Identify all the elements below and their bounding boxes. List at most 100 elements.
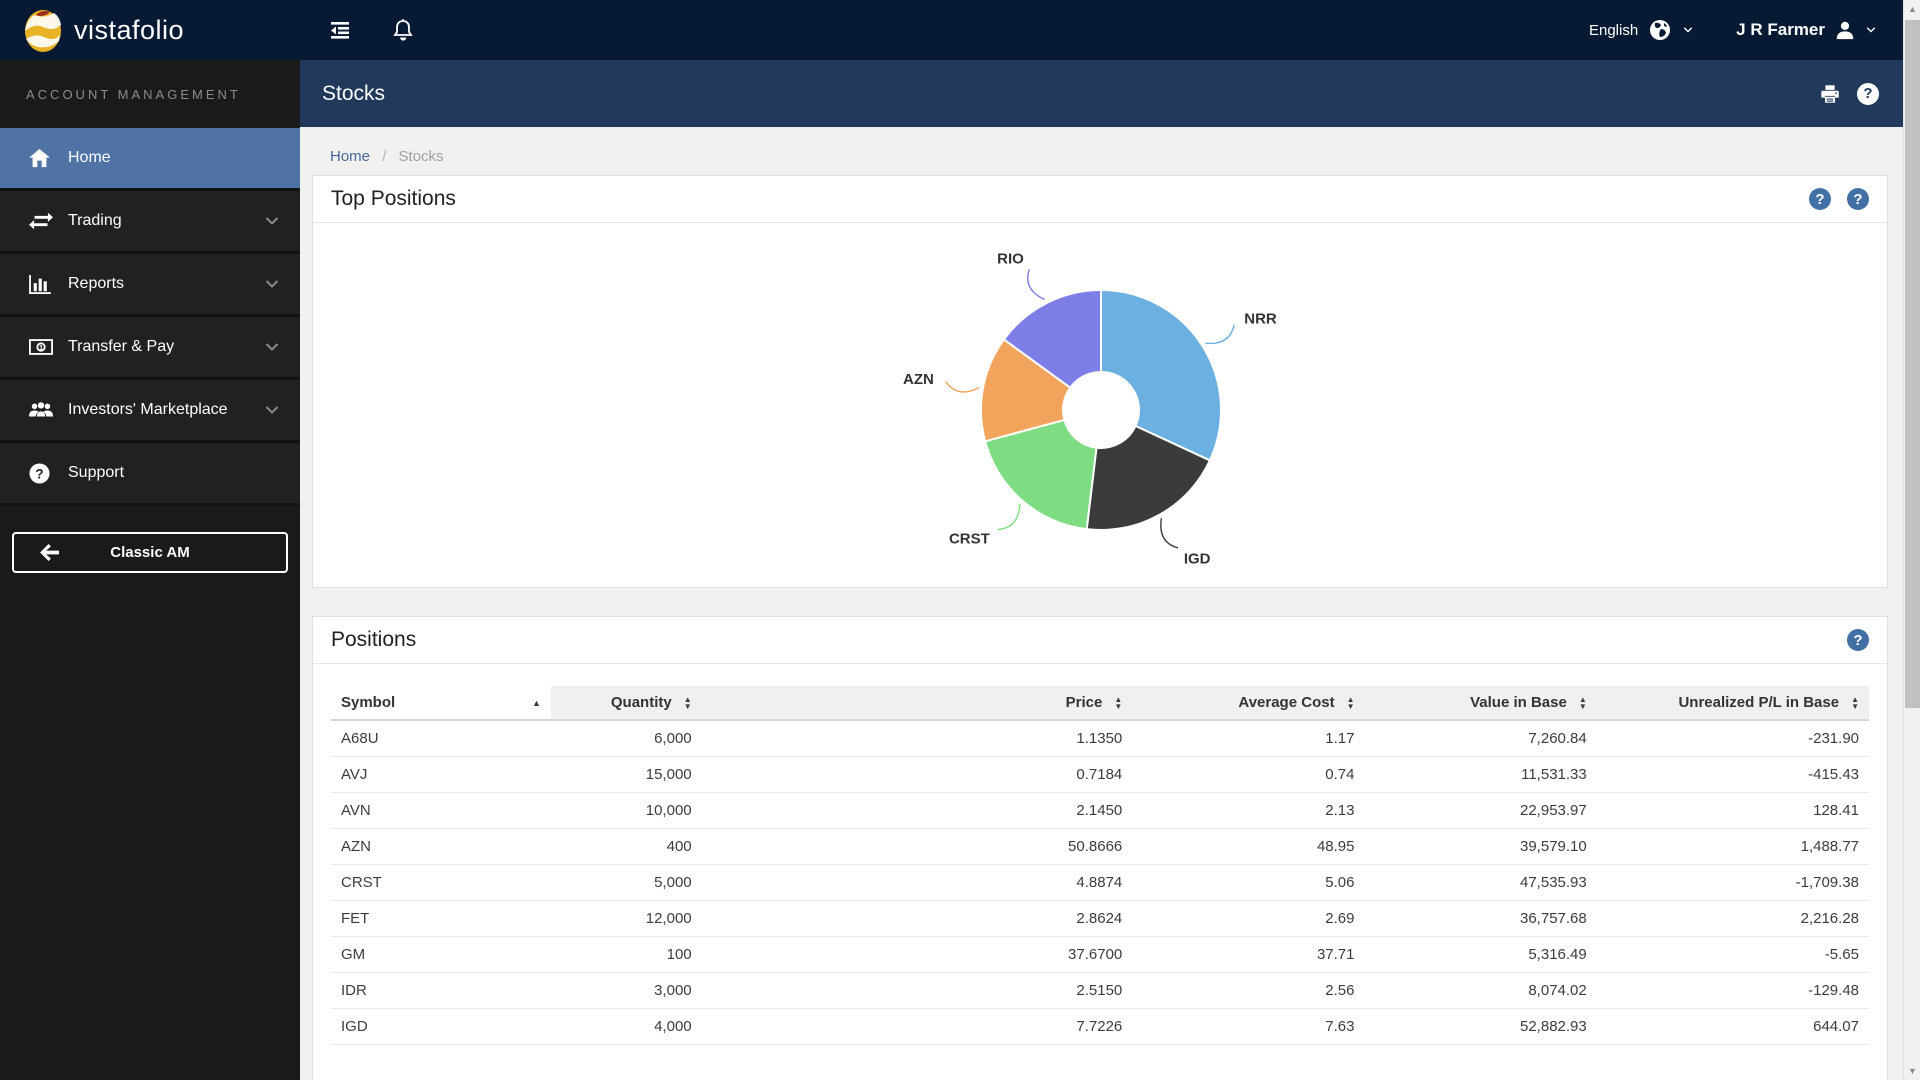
donut-label-CRST: CRST (949, 531, 990, 548)
vistafolio-logo-icon (22, 7, 64, 53)
page-help-icon[interactable]: ? (1857, 83, 1879, 105)
column-header-price[interactable]: Price ▲▼ (702, 686, 1133, 720)
value-cell: 6,000 (551, 720, 702, 756)
svg-text:?: ? (35, 466, 43, 481)
value-cell: 37.71 (1132, 936, 1364, 972)
table-row[interactable]: A68U6,0001.13501.177,260.84-231.90 (331, 720, 1869, 756)
user-name: J R Farmer (1736, 20, 1825, 40)
value-cell: 400 (551, 828, 702, 864)
arrow-left-icon (40, 544, 59, 561)
print-icon[interactable] (1819, 83, 1841, 105)
donut-slice-NRR[interactable] (1101, 290, 1221, 460)
sidebar-nav: ACCOUNT MANAGEMENT Home Trading Reports 1 Tr… (0, 60, 300, 1080)
sidebar-item-label: Transfer & Pay (68, 338, 174, 356)
value-cell: 5,000 (551, 864, 702, 900)
value-cell: 4,000 (551, 1008, 702, 1044)
vertical-scrollbar[interactable]: ▲ ▼ (1903, 0, 1920, 1080)
sidebar-item-trading[interactable]: Trading (0, 191, 300, 254)
home-icon (29, 148, 53, 168)
chevron-down-icon (264, 402, 280, 418)
value-cell: 48.95 (1132, 828, 1364, 864)
language-selector[interactable]: English (1589, 18, 1694, 42)
reports-icon (29, 274, 53, 294)
application-window: vistafolio English (0, 0, 1903, 1080)
symbol-cell: AVN (331, 792, 551, 828)
value-cell: 4.8874 (702, 864, 1133, 900)
value-cell: 2.69 (1132, 900, 1364, 936)
value-cell: 50.8666 (702, 828, 1133, 864)
donut-chart[interactable]: NRRIGDCRSTAZNRIO (313, 223, 1887, 587)
svg-text:1: 1 (39, 343, 43, 352)
classic-am-button[interactable]: Classic AM (12, 532, 288, 573)
table-row[interactable]: AVN10,0002.14502.1322,953.97128.41 (331, 792, 1869, 828)
sidebar-item-investors-marketplace[interactable]: Investors' Marketplace (0, 380, 300, 443)
value-cell: 128.41 (1597, 792, 1869, 828)
symbol-cell: IGD (331, 1008, 551, 1044)
brand-logo[interactable]: vistafolio (0, 7, 278, 53)
scrollbar-up-arrow[interactable]: ▲ (1904, 0, 1920, 18)
sidebar-item-label: Home (68, 149, 111, 167)
donut-leader-line (1161, 518, 1178, 548)
symbol-cell: AZN (331, 828, 551, 864)
language-label: English (1589, 22, 1638, 39)
table-row[interactable]: IGD4,0007.72267.6352,882.93644.07 (331, 1008, 1869, 1044)
value-cell: 22,953.97 (1365, 792, 1597, 828)
symbol-cell: AVJ (331, 756, 551, 792)
table-row[interactable]: FET12,0002.86242.6936,757.682,216.28 (331, 900, 1869, 936)
user-menu[interactable]: J R Farmer (1736, 19, 1877, 41)
value-cell: -415.43 (1597, 756, 1869, 792)
transfer-icon: 1 (29, 337, 53, 357)
notifications-bell-icon[interactable] (392, 0, 414, 60)
scrollbar-thumb[interactable] (1905, 20, 1920, 708)
table-row[interactable]: AVJ15,0000.71840.7411,531.33-415.43 (331, 756, 1869, 792)
breadcrumb-home-link[interactable]: Home (330, 148, 370, 165)
column-header-average-cost[interactable]: Average Cost ▲▼ (1132, 686, 1364, 720)
top-positions-title: Top Positions (331, 187, 456, 211)
sort-icon: ▲▼ (1347, 696, 1355, 710)
value-cell: 36,757.68 (1365, 900, 1597, 936)
chevron-down-icon (264, 276, 280, 292)
donut-leader-line (1028, 269, 1045, 299)
chart-help-icon-1[interactable]: ? (1809, 188, 1831, 210)
sidebar-toggle-icon[interactable] (328, 0, 352, 60)
trading-icon (29, 211, 53, 231)
table-row[interactable]: IDR3,0002.51502.568,074.02-129.48 (331, 972, 1869, 1008)
sidebar-section-label: ACCOUNT MANAGEMENT (0, 60, 300, 128)
page-header-bar: Stocks ? (300, 60, 1903, 127)
scrollbar-down-arrow[interactable]: ▼ (1904, 1062, 1920, 1080)
chart-help-icon-2[interactable]: ? (1847, 188, 1869, 210)
breadcrumb-current: Stocks (399, 148, 444, 165)
value-cell: 37.6700 (702, 936, 1133, 972)
sidebar-item-label: Reports (68, 275, 124, 293)
symbol-cell: IDR (331, 972, 551, 1008)
value-cell: 7,260.84 (1365, 720, 1597, 756)
brand-name: vistafolio (74, 15, 184, 46)
globe-icon (1648, 18, 1672, 42)
sidebar-item-transfer-pay[interactable]: 1 Transfer & Pay (0, 317, 300, 380)
value-cell: 3,000 (551, 972, 702, 1008)
value-cell: 1.1350 (702, 720, 1133, 756)
user-icon (1834, 19, 1856, 41)
table-row[interactable]: AZN40050.866648.9539,579.101,488.77 (331, 828, 1869, 864)
sidebar-item-home[interactable]: Home (0, 128, 300, 191)
column-header-symbol[interactable]: Symbol ▲ (331, 686, 551, 720)
value-cell: 52,882.93 (1365, 1008, 1597, 1044)
positions-table-body: A68U6,0001.13501.177,260.84-231.90AVJ15,… (331, 720, 1869, 1044)
table-row[interactable]: CRST5,0004.88745.0647,535.93-1,709.38 (331, 864, 1869, 900)
column-header-quantity[interactable]: Quantity ▲▼ (551, 686, 702, 720)
value-cell: 47,535.93 (1365, 864, 1597, 900)
breadcrumb: Home / Stocks (312, 127, 1888, 175)
value-cell: 39,579.10 (1365, 828, 1597, 864)
table-row[interactable]: GM10037.670037.715,316.49-5.65 (331, 936, 1869, 972)
positions-card: Positions ? Symbol ▲ (312, 616, 1888, 1080)
value-cell: -5.65 (1597, 936, 1869, 972)
value-cell: 11,531.33 (1365, 756, 1597, 792)
column-header-value-in-base[interactable]: Value in Base ▲▼ (1365, 686, 1597, 720)
sidebar-item-reports[interactable]: Reports (0, 254, 300, 317)
column-header-unrealized-pl[interactable]: Unrealized P/L in Base ▲▼ (1597, 686, 1869, 720)
symbol-cell: GM (331, 936, 551, 972)
value-cell: 2.56 (1132, 972, 1364, 1008)
value-cell: 7.7226 (702, 1008, 1133, 1044)
sidebar-item-support[interactable]: ?Support (0, 443, 300, 506)
positions-help-icon[interactable]: ? (1847, 629, 1869, 651)
